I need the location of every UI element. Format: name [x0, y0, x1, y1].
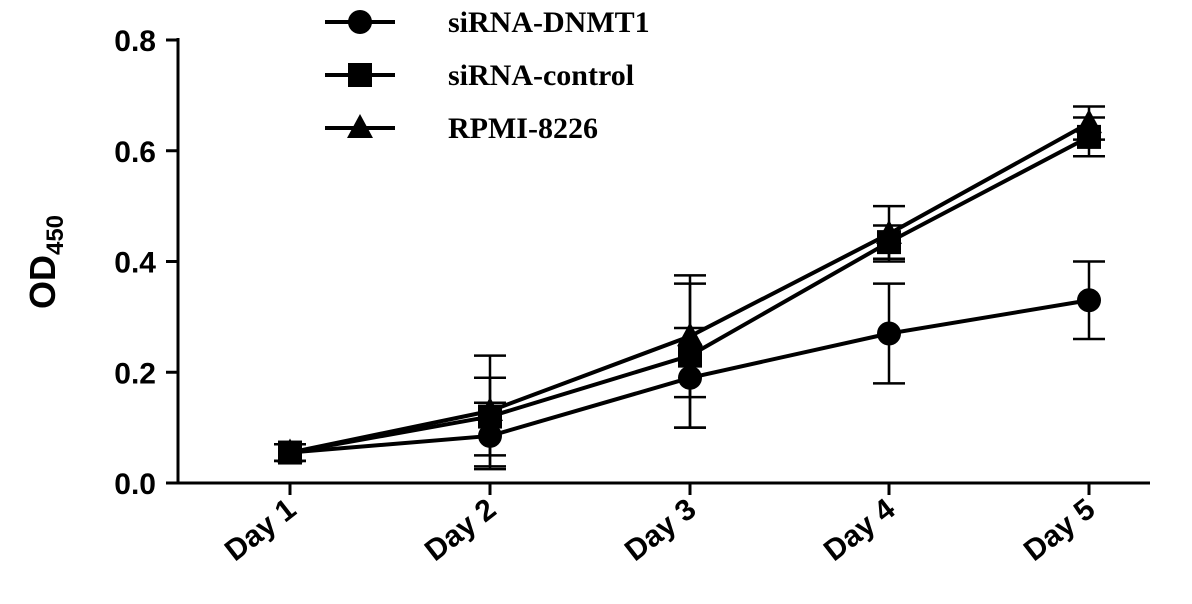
y-axis-label-subscript: 450	[42, 215, 69, 255]
legend-label: siRNA-DNMT1	[448, 6, 650, 39]
plot-area	[274, 105, 1105, 471]
y-tick-label: 0.8	[114, 25, 156, 58]
data-point-triangle	[876, 219, 902, 244]
data-point-triangle	[277, 438, 303, 463]
x-ticks: Day 1 Day 2 Day 3 Day 4 Day 5	[219, 483, 1101, 568]
legend-entry: siRNA-control	[325, 59, 634, 92]
x-tick-label: Day 3	[619, 493, 702, 568]
series-triangle	[274, 105, 1105, 468]
legend-label: RPMI-8226	[448, 112, 598, 145]
data-point-triangle	[677, 322, 703, 347]
data-point-circle	[877, 321, 901, 346]
y-tick-label: 0.4	[114, 247, 156, 280]
x-tick-label: Day 4	[818, 492, 902, 567]
x-tick-label: Day 1	[219, 493, 302, 568]
legend-marker-square	[348, 63, 372, 87]
y-tick-label: 0.0	[114, 468, 156, 501]
x-tick-label: Day 5	[1018, 493, 1101, 568]
legend-marker-circle	[348, 10, 372, 34]
legend: siRNA-DNMT1 siRNA-control RPMI-8226	[325, 6, 650, 145]
y-ticks: 0.0 0.2 0.4 0.6 0.8	[114, 25, 178, 501]
legend-marker-triangle	[347, 114, 373, 138]
legend-label: siRNA-control	[448, 59, 634, 92]
y-axis-label-main: OD	[22, 255, 63, 309]
data-point-circle	[1077, 288, 1101, 313]
x-tick-label: Day 2	[419, 493, 502, 568]
legend-entry: siRNA-DNMT1	[325, 6, 650, 39]
y-tick-label: 0.6	[114, 136, 156, 169]
axes	[176, 38, 1150, 485]
data-point-triangle	[1076, 109, 1102, 134]
data-point-triangle	[477, 397, 503, 422]
y-axis-label: OD450	[22, 215, 69, 309]
y-tick-label: 0.2	[114, 357, 156, 390]
legend-entry: RPMI-8226	[325, 112, 598, 145]
